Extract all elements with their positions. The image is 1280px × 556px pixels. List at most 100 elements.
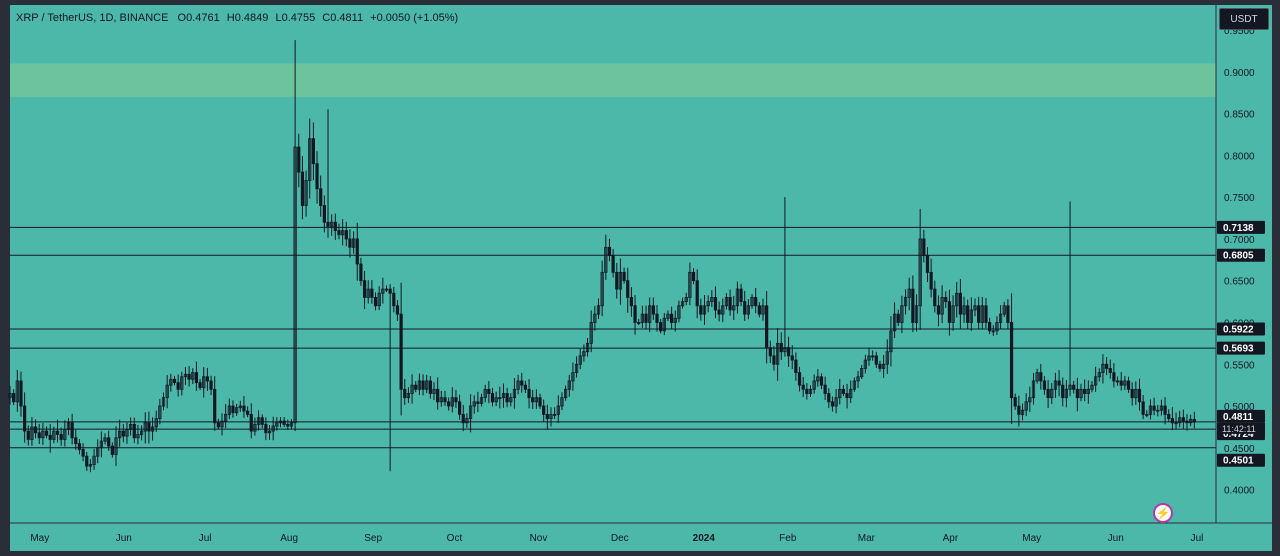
candle: [860, 364, 864, 379]
candle-body: [531, 397, 535, 403]
candle: [962, 296, 966, 323]
candle-body: [176, 382, 180, 390]
candle: [1046, 380, 1050, 409]
candle-body: [1159, 405, 1164, 411]
candle-body: [377, 292, 381, 307]
candle: [399, 282, 403, 416]
candle: [88, 459, 93, 473]
time-axis-area[interactable]: [10, 523, 1272, 551]
candle: [808, 385, 813, 398]
candle: [611, 249, 615, 278]
candle: [370, 280, 374, 304]
candle-body: [874, 355, 878, 365]
candle-body: [512, 388, 517, 399]
candle-body: [1174, 422, 1178, 425]
candle-body: [231, 405, 235, 414]
candle-body: [1009, 322, 1014, 399]
candle-body: [498, 397, 502, 400]
lightning-bolt-icon[interactable]: ⚡: [1153, 503, 1173, 523]
candle: [381, 277, 385, 304]
candle-body: [933, 288, 937, 307]
candle: [991, 325, 995, 336]
candle: [849, 380, 853, 404]
candle-body: [311, 138, 315, 165]
candle: [1057, 370, 1061, 397]
candle-body: [26, 430, 30, 440]
candle-body: [677, 305, 681, 319]
candle-body: [717, 309, 721, 315]
candle-body: [1006, 305, 1010, 323]
candle: [1061, 377, 1065, 407]
candle: [483, 384, 487, 403]
candle-body: [1148, 405, 1153, 415]
candle: [531, 389, 535, 409]
candle-body: [596, 305, 601, 315]
candle-body: [991, 330, 995, 333]
candle: [1083, 379, 1087, 402]
candle: [549, 407, 553, 427]
price-level-tag-text: 0.4501: [1223, 456, 1254, 467]
candle: [929, 258, 933, 298]
candle-body: [574, 363, 579, 374]
price-level-tag: 0.4811: [1217, 409, 1265, 423]
candle: [443, 391, 447, 406]
candle: [172, 375, 177, 386]
candle: [812, 374, 816, 394]
candle-body: [458, 401, 462, 415]
candle-body: [392, 292, 396, 307]
candle-body: [626, 280, 630, 298]
candle: [191, 368, 195, 385]
candle-body: [384, 288, 389, 291]
candle: [721, 298, 725, 323]
candle: [834, 389, 838, 414]
candle-body: [88, 464, 93, 467]
candle: [1090, 380, 1094, 393]
candle: [12, 389, 16, 406]
candle-body: [479, 397, 484, 404]
candle: [260, 414, 264, 429]
candle: [1020, 403, 1025, 421]
symbol-legend: XRP / TetherUS, 1D, BINANCE O0.4761 H0.4…: [16, 12, 464, 24]
candle-body: [370, 288, 374, 298]
candle-body: [1123, 380, 1127, 386]
candle-body: [490, 393, 495, 403]
candle: [180, 371, 184, 396]
candle-body: [684, 297, 688, 302]
candle: [63, 420, 67, 447]
candle: [465, 413, 469, 428]
price-level-tag-bg: [1217, 248, 1265, 262]
candle: [936, 295, 941, 327]
candle: [607, 238, 612, 262]
candle: [326, 109, 330, 238]
candle: [461, 404, 465, 432]
candle: [1075, 377, 1079, 412]
candle: [585, 338, 590, 357]
countdown-text: 11:42:11: [1222, 424, 1256, 434]
candle-body: [659, 322, 663, 332]
candle: [344, 221, 348, 247]
currency-button[interactable]: USDT: [1219, 8, 1269, 30]
price-level-tag-bg: [1217, 341, 1265, 355]
price-level-tag-bg: [1217, 453, 1265, 467]
candle-body: [238, 405, 242, 409]
symbol-title: XRP / TetherUS, 1D, BINANCE: [16, 12, 169, 24]
candle-body: [863, 359, 867, 369]
candle-body: [66, 422, 71, 430]
candle-body: [852, 380, 856, 390]
candle: [77, 439, 82, 455]
candle: [297, 133, 301, 188]
candle: [392, 286, 396, 313]
candle: [118, 419, 122, 447]
candle-body: [585, 342, 590, 353]
candle: [70, 413, 74, 445]
candle-body: [637, 322, 641, 324]
candle-body: [783, 347, 787, 353]
candle: [717, 301, 721, 322]
candle-body: [713, 297, 718, 311]
candle-body: [172, 378, 177, 384]
candle: [1086, 380, 1090, 404]
candle-body: [1097, 372, 1101, 378]
candle: [114, 426, 118, 466]
price-tick-label: 0.5500: [1224, 360, 1255, 371]
